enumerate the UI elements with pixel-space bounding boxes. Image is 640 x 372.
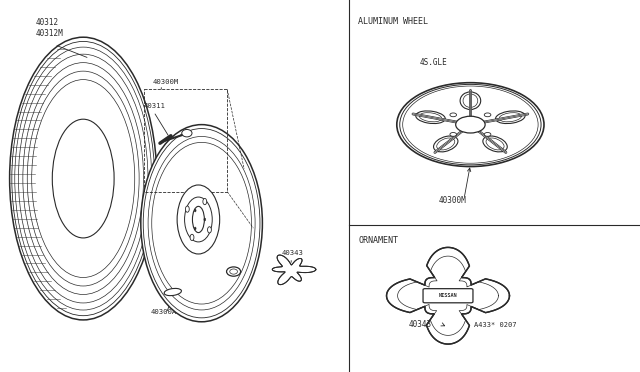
Ellipse shape [230, 269, 237, 274]
Ellipse shape [203, 198, 207, 205]
Ellipse shape [433, 136, 458, 152]
Ellipse shape [419, 113, 442, 122]
Text: ORNAMENT: ORNAMENT [358, 236, 398, 245]
Ellipse shape [416, 111, 445, 124]
Ellipse shape [404, 87, 536, 162]
Ellipse shape [141, 125, 262, 322]
Ellipse shape [227, 267, 241, 276]
Text: ALUMINUM WHEEL: ALUMINUM WHEEL [358, 17, 428, 26]
Text: 40311: 40311 [144, 103, 166, 109]
FancyBboxPatch shape [423, 289, 473, 303]
Ellipse shape [456, 116, 485, 133]
Ellipse shape [484, 113, 491, 117]
Ellipse shape [182, 129, 192, 137]
Ellipse shape [483, 136, 508, 152]
Text: 40300M: 40300M [152, 79, 179, 85]
Ellipse shape [463, 94, 477, 108]
Ellipse shape [195, 227, 196, 230]
Text: 40312: 40312 [35, 18, 58, 27]
Polygon shape [387, 247, 509, 344]
Ellipse shape [190, 234, 194, 241]
Ellipse shape [164, 288, 182, 296]
Ellipse shape [499, 113, 522, 122]
Text: 4S.GLE: 4S.GLE [419, 58, 447, 67]
Ellipse shape [486, 138, 504, 150]
Ellipse shape [207, 227, 211, 233]
Ellipse shape [460, 92, 481, 109]
Text: 40343: 40343 [408, 320, 431, 329]
Text: NISSAN: NISSAN [438, 293, 458, 298]
Ellipse shape [450, 113, 456, 117]
Text: 40224: 40224 [240, 235, 262, 241]
Ellipse shape [484, 132, 491, 136]
Polygon shape [272, 255, 316, 285]
Text: 40300A: 40300A [150, 310, 177, 315]
Ellipse shape [204, 218, 205, 221]
Ellipse shape [193, 206, 204, 232]
Text: A433* 0207: A433* 0207 [474, 323, 516, 328]
Text: 40343: 40343 [282, 250, 303, 256]
Text: 40312M: 40312M [35, 29, 63, 38]
Ellipse shape [177, 185, 220, 254]
Ellipse shape [397, 83, 544, 167]
Text: 40300M: 40300M [439, 196, 467, 205]
Ellipse shape [436, 138, 455, 150]
Ellipse shape [195, 209, 196, 212]
Ellipse shape [495, 111, 525, 124]
Ellipse shape [450, 132, 456, 136]
Ellipse shape [186, 206, 189, 212]
